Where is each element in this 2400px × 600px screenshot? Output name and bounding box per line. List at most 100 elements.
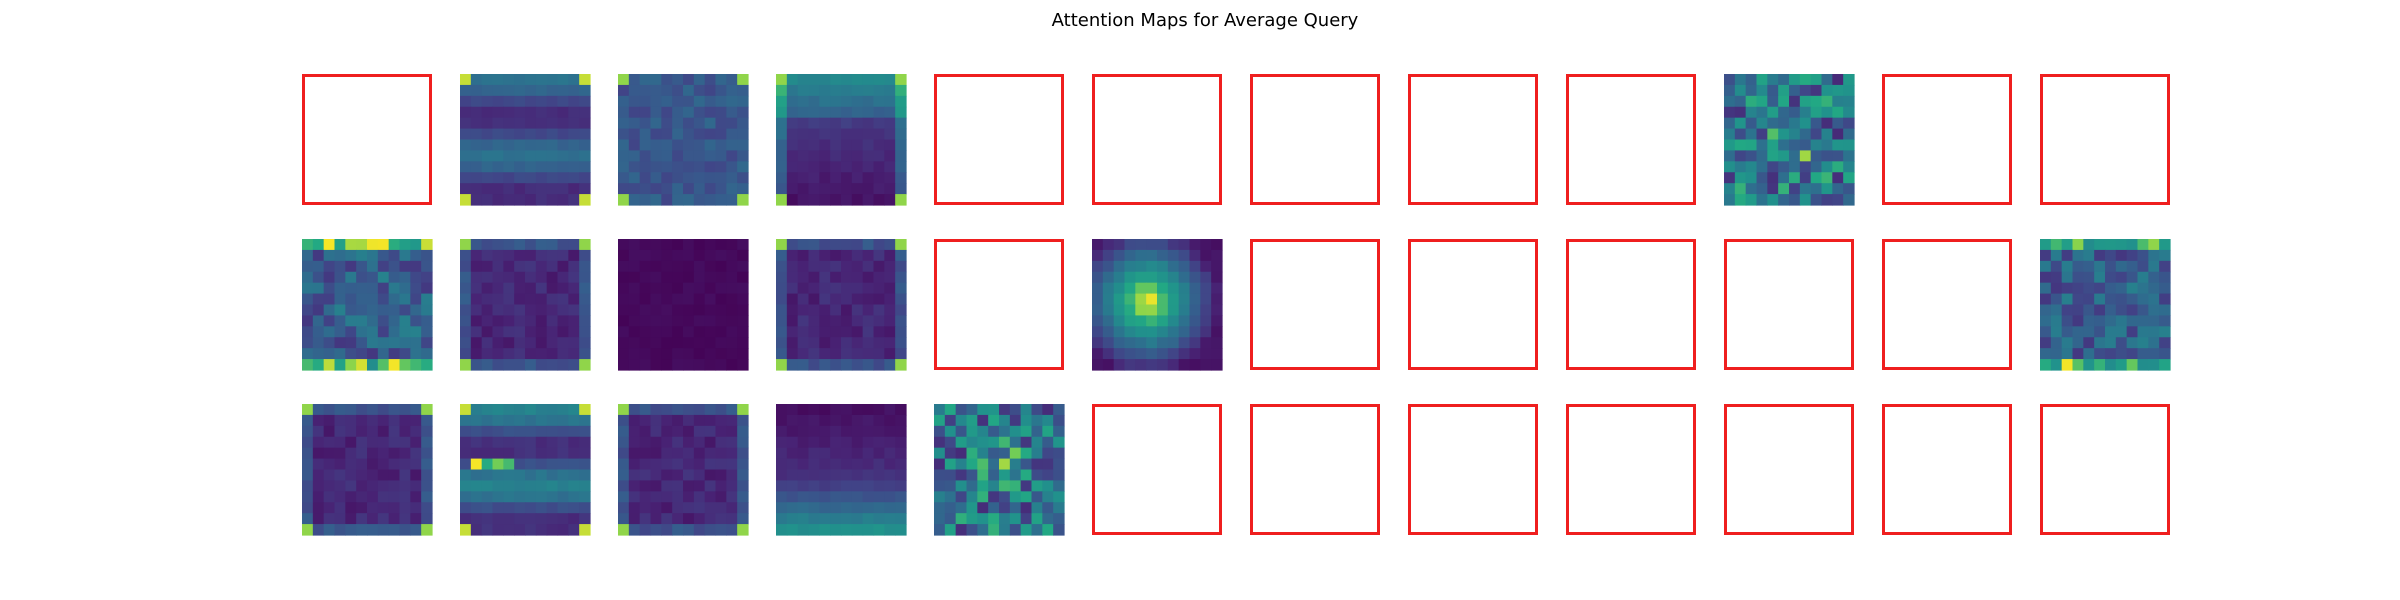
heatmap-cell (302, 293, 314, 306)
heatmap-cell (2126, 239, 2139, 251)
heatmap-cell (579, 447, 591, 460)
heatmap-cell (884, 271, 896, 284)
heatmap-cell (388, 326, 401, 338)
heatmap-cell (873, 150, 885, 162)
heatmap-cell (2050, 359, 2063, 371)
heatmap-cell (503, 436, 515, 449)
heatmap-cell (334, 304, 346, 317)
heatmap-cell (873, 315, 885, 327)
heatmap-cell (579, 337, 591, 349)
heatmap-cell (726, 315, 738, 327)
heatmap-cell (934, 447, 946, 460)
heatmap-cell (388, 447, 401, 460)
heatmap-cell (535, 106, 548, 119)
heatmap-cell (323, 480, 336, 492)
heatmap-cell (503, 337, 515, 349)
heatmap-cell (2148, 293, 2160, 306)
heatmap-cell (1734, 150, 1747, 162)
heatmap-cell (808, 239, 820, 251)
heatmap-cell (693, 491, 706, 503)
heatmap-cell (704, 458, 717, 471)
heatmap-cell (726, 491, 738, 503)
heatmap-cell (2083, 293, 2095, 306)
heatmap-cell (704, 436, 717, 449)
heatmap-cell (661, 337, 673, 349)
heatmap-cell (819, 95, 831, 108)
heatmap-cell (786, 436, 799, 449)
heatmap-cell (1211, 293, 1223, 306)
heatmap-cell (726, 117, 738, 130)
heatmap-cell (503, 117, 515, 130)
heatmap-cell (704, 194, 717, 206)
heatmap-cell (1053, 524, 1065, 536)
heatmap-cell (1009, 491, 1022, 503)
heatmap-cell (999, 491, 1011, 503)
heatmap-cell (367, 404, 379, 416)
heatmap-cell (786, 260, 799, 273)
heatmap-cell (944, 404, 957, 416)
heatmap-cell (726, 436, 738, 449)
heatmap-cell (628, 150, 641, 162)
heatmap-cell (737, 359, 749, 371)
heatmap-cell (683, 425, 695, 438)
heatmap-cell (726, 337, 738, 349)
heatmap-cell (2072, 260, 2084, 273)
heatmap-cell (492, 183, 504, 195)
heatmap-cell (830, 480, 842, 492)
heatmap-cell (1745, 150, 1758, 162)
heatmap-cell (726, 425, 738, 438)
heatmap-cell (851, 348, 864, 360)
heatmap-cell (1211, 304, 1223, 317)
heatmap-cell (2061, 239, 2074, 251)
heatmap-cell (661, 348, 673, 360)
heatmap-cell (1146, 359, 1158, 371)
heatmap-cell (693, 282, 706, 295)
heatmap-cell (2115, 304, 2128, 317)
heatmap-cell (650, 74, 662, 86)
heatmap-cell (650, 183, 662, 195)
heatmap-cell (399, 337, 411, 349)
heatmap-cell (895, 404, 907, 416)
heatmap-cell (895, 128, 907, 141)
heatmap-cell (1167, 359, 1180, 371)
heatmap-cell (895, 315, 907, 327)
heatmap-cell (704, 447, 717, 460)
heatmap-cell (786, 469, 799, 482)
heatmap-cell (977, 502, 989, 514)
panel-r3-c5 (934, 404, 1065, 536)
heatmap-cell (618, 128, 630, 141)
heatmap-cell (356, 425, 368, 438)
heatmap-cell (776, 502, 788, 514)
heatmap-cell (830, 95, 842, 108)
heatmap-cell (797, 117, 810, 130)
heatmap-cell (399, 502, 411, 514)
heatmap-cell (819, 282, 831, 295)
heatmap-cell (944, 502, 957, 514)
heatmap-cell (672, 458, 684, 471)
heatmap-cell (1053, 425, 1065, 438)
heatmap-cell (421, 447, 433, 460)
heatmap-cell (841, 315, 853, 327)
heatmap-cell (797, 502, 810, 514)
heatmap-cell (492, 260, 504, 273)
heatmap-cell (672, 249, 684, 262)
heatmap-cell (862, 404, 875, 416)
heatmap-cell (618, 480, 630, 492)
heatmap-cell (1146, 315, 1158, 327)
panel-r3-c6 (1092, 404, 1222, 535)
heatmap-cell (2083, 326, 2095, 338)
heatmap-cell (525, 404, 537, 416)
heatmap-cell (628, 271, 641, 284)
heatmap-cell (367, 491, 379, 503)
heatmap-cell (808, 315, 820, 327)
heatmap-cell (726, 139, 738, 152)
heatmap-cell (776, 117, 788, 130)
heatmap-cell (470, 480, 483, 492)
heatmap-cell (628, 469, 641, 482)
heatmap-cell (399, 249, 411, 262)
heatmap-cell (388, 524, 401, 536)
heatmap-cell (650, 436, 662, 449)
heatmap-cell (726, 106, 738, 119)
heatmap-cell (312, 513, 325, 525)
heatmap-cell (1092, 249, 1104, 262)
